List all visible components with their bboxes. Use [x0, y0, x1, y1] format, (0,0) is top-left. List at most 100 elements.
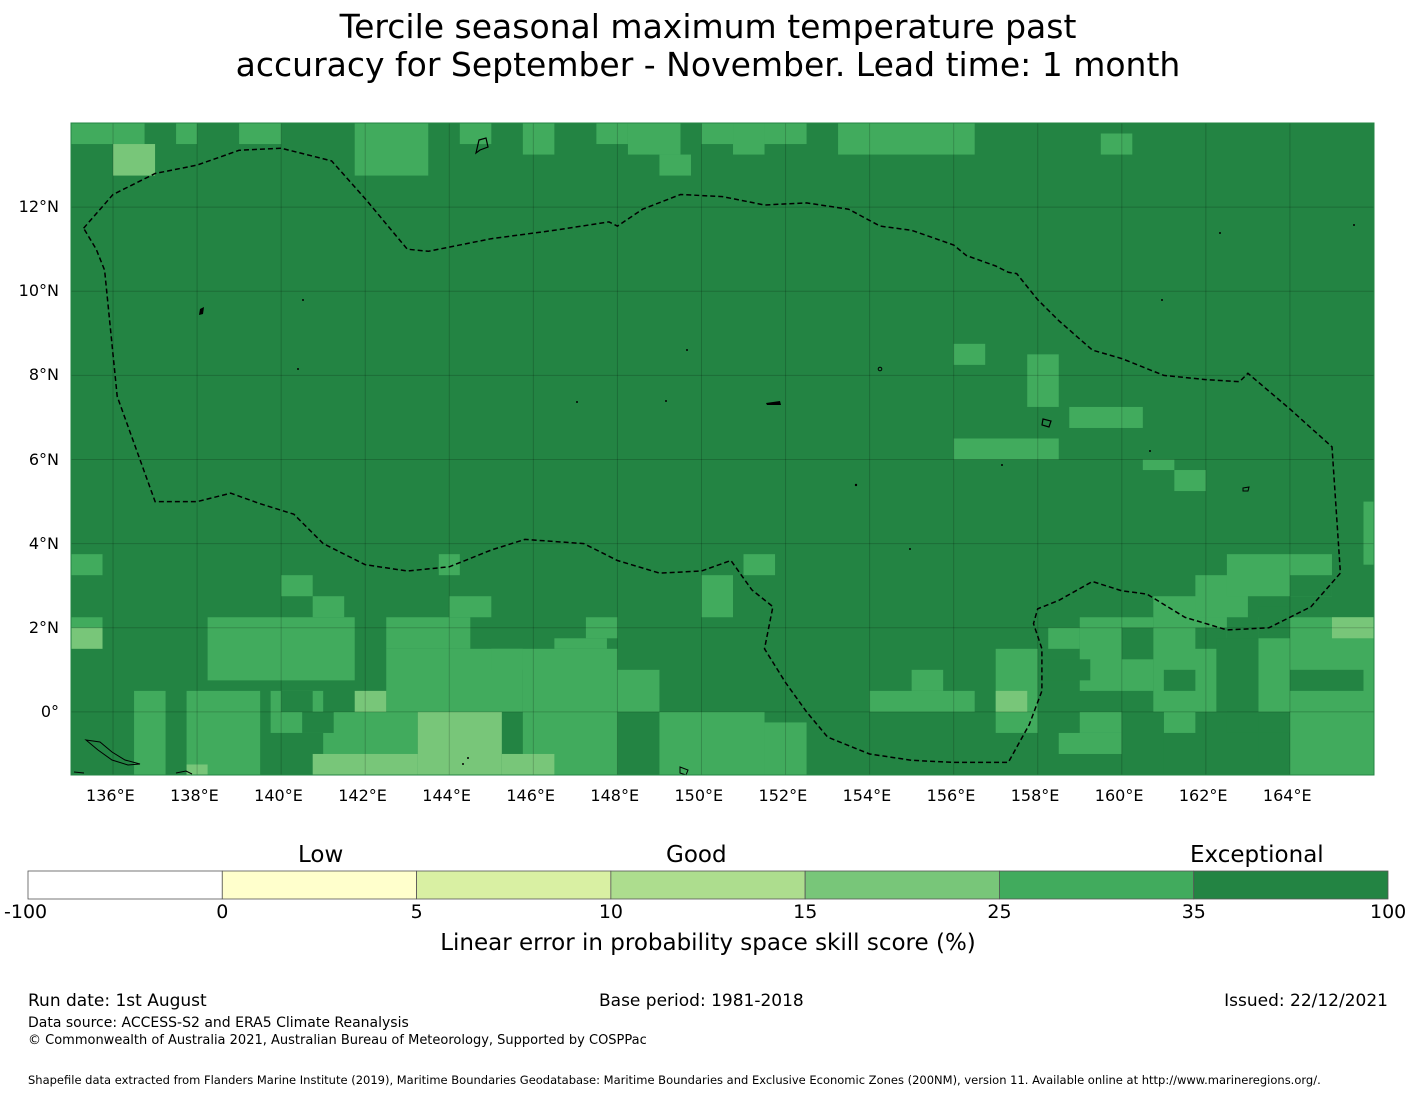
- colorbar-tick-label: 0: [216, 901, 229, 923]
- latitude-label: 2°N: [28, 617, 59, 637]
- island-atoll: [1001, 464, 1003, 466]
- skill-cell: [1058, 732, 1122, 754]
- longitude-label: 164°E: [1262, 786, 1312, 805]
- island-atoll: [297, 368, 299, 370]
- latitude-label: 12°N: [18, 197, 59, 217]
- skill-cell: [354, 123, 429, 176]
- island-atoll: [462, 763, 464, 765]
- shapefile-credit: Shapefile data extracted from Flanders M…: [28, 1073, 1321, 1087]
- island-atoll: [665, 400, 667, 402]
- colorbar: [27, 870, 1389, 900]
- colorbar-label: Linear error in probability space skill …: [440, 930, 976, 956]
- skill-cell: [186, 764, 208, 775]
- island-atoll: [1219, 232, 1221, 234]
- longitude-label: 150°E: [674, 786, 724, 805]
- skill-cell: [1142, 459, 1175, 471]
- skill-cell: [1363, 501, 1374, 565]
- skill-cell: [1100, 133, 1133, 155]
- skill-cell: [354, 690, 387, 712]
- run-date: Run date: 1st August: [28, 991, 207, 1011]
- island-atoll: [576, 401, 578, 403]
- longitude-label: 144°E: [422, 786, 471, 805]
- skill-cell: [176, 123, 198, 145]
- latitude-label: 4°N: [28, 533, 59, 553]
- skill-cell: [501, 753, 555, 775]
- skill-cells: [71, 123, 1374, 775]
- skill-cell: [1163, 669, 1196, 691]
- skill-cell: [1121, 711, 1164, 775]
- island-guam: [475, 137, 489, 155]
- skill-cell: [71, 123, 145, 145]
- colorbar-tick-label: 15: [793, 901, 818, 923]
- skill-cell: [585, 617, 618, 639]
- colorbar-tick-label: 10: [598, 901, 624, 923]
- skill-cell: [596, 123, 628, 145]
- skill-cell: [1258, 606, 1290, 639]
- latitude-label: 8°N: [28, 365, 59, 385]
- skill-cell: [522, 123, 555, 155]
- island-atoll: [909, 548, 911, 550]
- category-low: Low: [298, 842, 344, 868]
- skill-cell: [701, 575, 734, 618]
- map-border: [70, 122, 1375, 776]
- longitude-label: 156°E: [926, 786, 976, 805]
- island-coast-fragment: [73, 771, 85, 774]
- skill-cell: [113, 144, 156, 176]
- skill-cell: [953, 343, 986, 365]
- skill-cell: [1048, 627, 1080, 649]
- skill-cell: [764, 722, 807, 775]
- island-atoll: [1353, 224, 1355, 226]
- skill-cell: [659, 711, 765, 775]
- skill-cell: [312, 596, 345, 618]
- skill-cell: [302, 711, 334, 733]
- longitude-label: 142°E: [338, 786, 387, 805]
- colorbar-segment: [27, 870, 223, 900]
- longitude-label: 154°E: [842, 786, 892, 805]
- island-atoll: [877, 366, 883, 372]
- skill-cell: [71, 554, 103, 576]
- skill-cell: [764, 123, 807, 145]
- island-kosrae: [1242, 486, 1250, 492]
- colorbar-tick-label: 100: [1370, 901, 1407, 923]
- skill-cell: [1079, 711, 1122, 733]
- skill-cell: [71, 617, 103, 628]
- longitude-label: 136°E: [86, 786, 135, 805]
- map-title-line-2: accuracy for September - November. Lead …: [235, 45, 1181, 84]
- category-good: Good: [666, 842, 727, 868]
- island-new-guinea-coast: [84, 739, 141, 766]
- island-atoll: [1149, 450, 1151, 452]
- island-atoll: [1161, 299, 1163, 301]
- category-exceptional: Exceptional: [1190, 842, 1324, 868]
- data-source: Data source: ACCESS-S2 and ERA5 Climate …: [28, 1015, 409, 1031]
- colorbar-tick-label: 25: [987, 901, 1012, 923]
- skill-cell: [1258, 732, 1290, 765]
- skill-cell: [617, 669, 660, 712]
- skill-cell: [995, 690, 1028, 712]
- graticule: [71, 123, 1374, 775]
- latitude-label: 6°N: [28, 449, 59, 469]
- skill-cell: [1289, 711, 1374, 775]
- colorbar-segment: [416, 870, 612, 900]
- skill-cell: [1331, 617, 1374, 639]
- longitude-label: 140°E: [254, 786, 303, 805]
- colorbar-segment: [610, 870, 806, 900]
- skill-cell: [1121, 627, 1154, 660]
- colorbar-tick-label: 35: [1181, 901, 1206, 923]
- skill-cell: [239, 123, 282, 145]
- skill-cell: [134, 690, 166, 775]
- colorbar-segment: [804, 870, 1000, 900]
- issued-date: Issued: 22/12/2021: [1224, 991, 1388, 1011]
- skill-cell: [417, 711, 502, 775]
- eez-boundary: [82, 147, 1342, 764]
- colorbar-segment: [999, 870, 1195, 900]
- skill-cell: [1226, 711, 1259, 733]
- longitude-label: 162°E: [1178, 786, 1228, 805]
- longitude-label: 138°E: [170, 786, 219, 805]
- skill-cell: [701, 123, 734, 145]
- skill-cell: [1069, 406, 1143, 428]
- skill-cell: [386, 617, 471, 649]
- colorbar-tick-label: -100: [4, 901, 48, 923]
- island-palau: [199, 307, 204, 315]
- skill-cell: [491, 648, 523, 670]
